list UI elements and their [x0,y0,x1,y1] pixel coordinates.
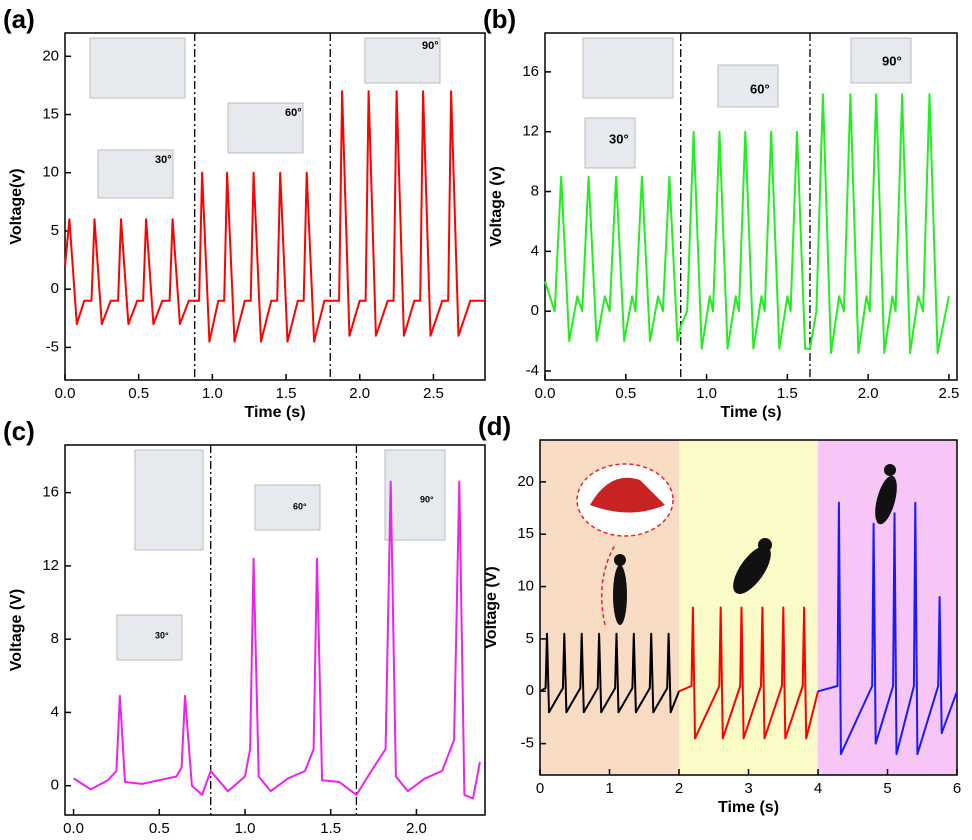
x-tick-label: 2.5 [423,385,444,402]
illustration [613,565,627,625]
panel-label: (a) [3,4,35,34]
photo [385,450,445,540]
photo [117,615,182,660]
x-tick-label: 2.0 [406,820,427,837]
x-axis-label: Time (s) [720,404,781,421]
x-axis-label: Time (s) [244,404,305,421]
x-tick-label: 2.0 [858,385,879,402]
y-axis-label: Voltage (V) [483,566,500,648]
angle-label: 90° [882,53,902,68]
panel-label: (c) [3,416,35,446]
x-tick-label: 1.0 [696,385,717,402]
x-tick-label: 0.0 [535,385,556,402]
y-tick-label: 0 [531,302,539,319]
y-tick-label: 5 [526,630,534,647]
x-tick-label: 0.5 [128,385,149,402]
y-tick-label: 20 [517,473,534,490]
y-tick-label: 0 [526,682,534,699]
photo [583,38,673,98]
y-tick-label: -5 [46,338,59,355]
angle-label: 30° [609,131,629,146]
y-tick-label: 12 [522,123,539,140]
illustration [884,464,896,476]
x-tick-label: 2.5 [938,385,959,402]
y-tick-label: 12 [42,557,59,574]
y-tick-label: 0 [51,777,59,794]
y-tick-label: -4 [526,362,539,379]
panel-label: (d) [478,411,511,441]
panel-label: (b) [483,4,516,34]
y-tick-label: 4 [531,242,539,259]
angle-label: 60° [750,81,770,96]
x-tick-label: 1.0 [235,820,256,837]
y-axis-label: Voltage (v) [488,166,505,247]
photo [135,450,203,550]
angle-label: 60° [285,107,302,119]
x-tick-label: 1.5 [276,385,297,402]
y-tick-label: 20 [42,47,59,64]
y-tick-label: 8 [531,183,539,200]
photo [255,485,320,530]
x-tick-label: 0.0 [55,385,76,402]
x-tick-label: 0.5 [615,385,636,402]
x-tick-label: 1.5 [777,385,798,402]
y-tick-label: 0 [51,280,59,297]
y-tick-label: 15 [517,525,534,542]
x-tick-label: 1 [605,780,613,797]
y-tick-label: 16 [522,63,539,80]
figure: 30° 60° 90° 30° 60° 90° 30° 60° 90° -5 0 5… [0,0,972,840]
x-tick-label: 1.0 [202,385,223,402]
y-tick-label: 5 [51,222,59,239]
x-tick-label: 2.0 [349,385,370,402]
y-tick-label: 8 [51,630,59,647]
y-tick-label: 16 [42,484,59,501]
y-tick-label: 10 [517,578,534,595]
x-tick-label: 4 [814,780,822,797]
x-tick-label: 5 [883,780,891,797]
x-tick-label: 1.5 [320,820,341,837]
y-axis-label: Voltage(v) [8,168,25,244]
x-tick-label: 3 [744,780,752,797]
x-tick-label: 0 [536,780,544,797]
x-tick-label: 6 [953,780,961,797]
angle-label: 30° [155,154,172,166]
x-tick-label: 0.5 [149,820,170,837]
y-tick-label: -5 [521,735,534,752]
angle-label: 60° [293,501,307,511]
y-tick-label: 10 [42,164,59,181]
illustration [614,554,626,566]
photo [851,38,911,83]
x-tick-label: 2 [675,780,683,797]
y-axis-label: Voltage (V) [8,589,25,671]
angle-label: 90° [420,494,434,504]
y-tick-label: 4 [51,703,59,720]
photo [90,38,185,98]
x-tick-label: 0.0 [63,820,84,837]
illustration [758,538,772,552]
angle-label: 90° [422,40,439,52]
x-axis-label: Time (s) [718,799,779,816]
y-tick-label: 15 [42,105,59,122]
angle-label: 30° [155,630,169,640]
